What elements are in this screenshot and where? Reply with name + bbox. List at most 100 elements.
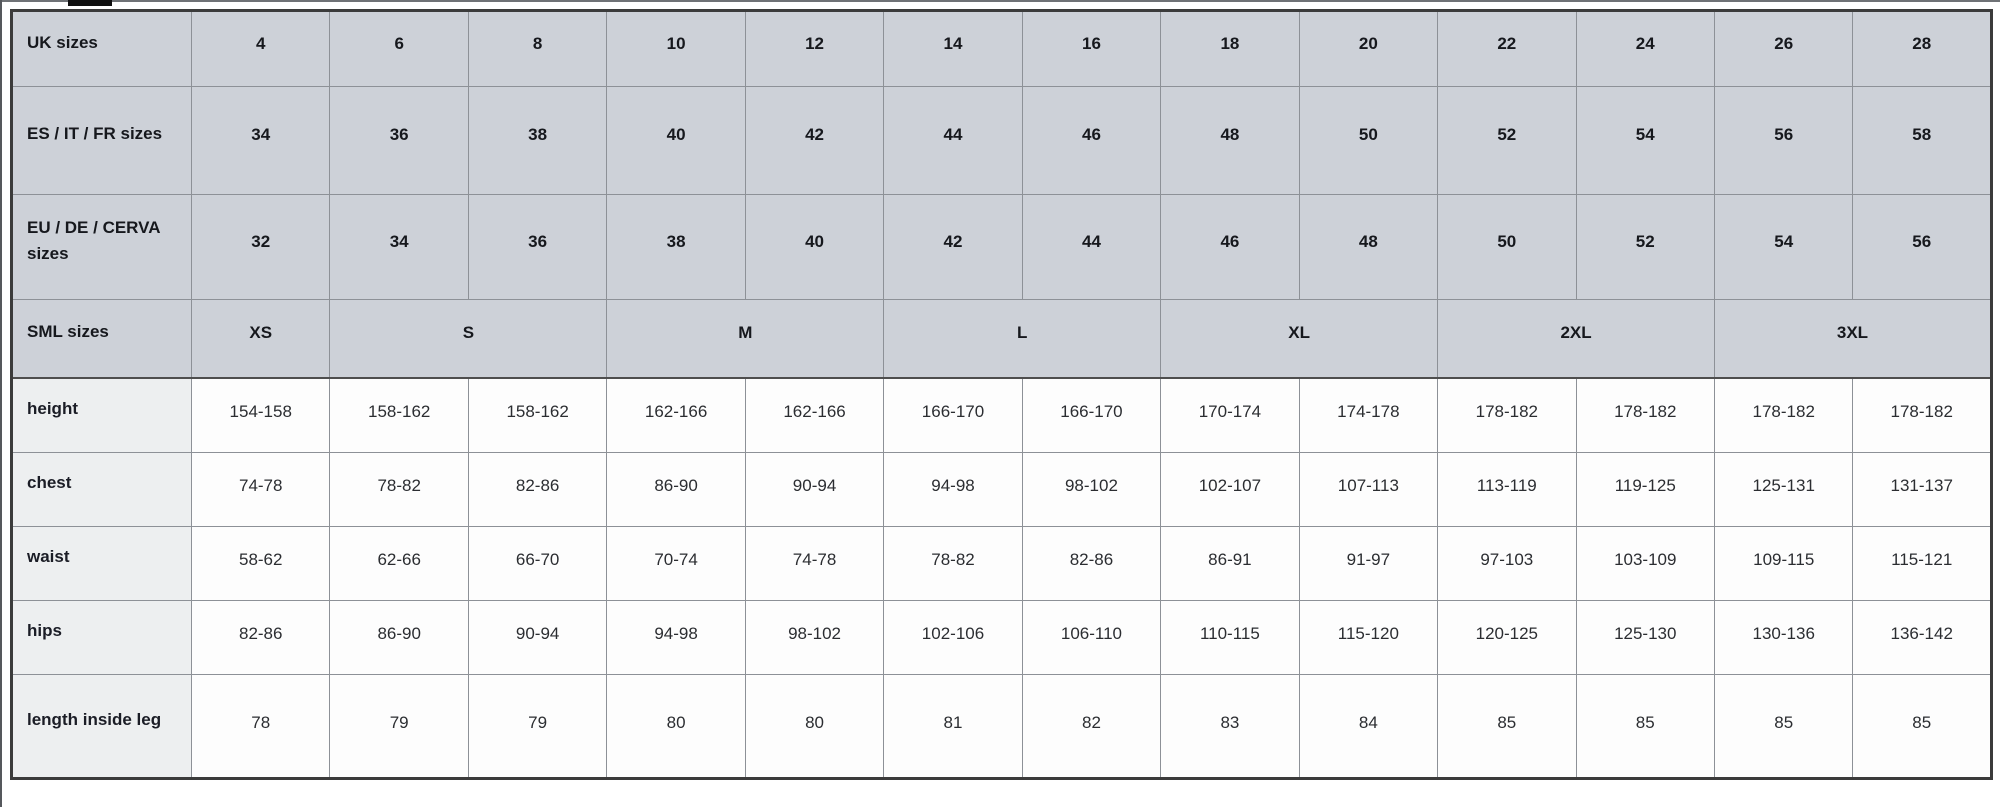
row-label-cell: hips (11, 600, 192, 675)
measurement-cell: 106-110 (1021, 600, 1162, 675)
size-header-cell: 50 (1298, 86, 1439, 195)
size-header-cell: 44 (883, 86, 1023, 195)
measurement-cell: 115-121 (1852, 526, 1992, 601)
measurement-cell: 78 (190, 674, 331, 779)
measurement-cell: 130-136 (1713, 600, 1854, 675)
measurement-cell: 82 (1021, 674, 1162, 779)
table-row: SML sizes XS S M L XL 2XL 3XL (11, 299, 1993, 379)
measurement-cell: 125-131 (1713, 452, 1854, 527)
size-header-cell: 58 (1852, 86, 1992, 195)
row-label-cell: SML sizes (11, 299, 192, 379)
measurement-cell: 178-182 (1713, 377, 1854, 453)
measurement-cell: 82-86 (1021, 526, 1162, 601)
measurement-cell: 154-158 (190, 377, 331, 453)
size-chart-rows: UK sizes 4 6 8 10 12 14 16 18 20 22 24 26 28 ES / IT /… (11, 10, 1993, 779)
size-header-cell: 22 (1437, 10, 1577, 87)
size-header-cell: 40 (744, 194, 885, 300)
size-header-cell: 10 (606, 10, 746, 87)
row-label-cell: chest (11, 452, 192, 527)
measurement-cell: 79 (329, 674, 469, 779)
table-row: EU / DE / CERVA sizes 32 34 36 38 40 42 44 46 48 5… (11, 194, 1992, 300)
measurement-cell: 82-86 (190, 600, 331, 675)
size-header-cell: 4 (190, 10, 331, 87)
measurement-cell: 110-115 (1160, 600, 1300, 675)
row-label-cell: EU / DE / CERVA sizes (11, 194, 192, 300)
size-header-cell: M (606, 299, 885, 379)
measurement-cell: 86-90 (329, 600, 469, 675)
size-header-cell: 40 (606, 86, 746, 195)
measurement-cell: 62-66 (329, 526, 469, 601)
measurement-cell: 120-125 (1437, 600, 1577, 675)
left-edge-line (0, 0, 2, 807)
measurement-cell: 103-109 (1575, 526, 1715, 601)
measurement-cell: 162-166 (606, 377, 746, 453)
measurement-cell: 94-98 (883, 452, 1023, 527)
size-header-cell: 8 (467, 10, 608, 87)
table-row: height 154-158 158-162 158-162 162-166 162-16… (11, 377, 1992, 453)
size-header-cell: 54 (1575, 86, 1715, 195)
size-header-cell: 42 (744, 86, 885, 195)
measurement-cell: 98-102 (1021, 452, 1162, 527)
measurement-cell: 113-119 (1437, 452, 1577, 527)
top-edge-hairline (0, 0, 2000, 2)
size-chart-container: UK sizes 4 6 8 10 12 14 16 18 20 22 24 26 28 ES / IT /… (10, 9, 1993, 780)
size-header-cell: 48 (1160, 86, 1300, 195)
measurement-cell: 166-170 (883, 377, 1023, 453)
measurement-cell: 74-78 (744, 526, 885, 601)
size-header-cell: 32 (190, 194, 331, 300)
measurement-cell: 90-94 (467, 600, 608, 675)
measurement-cell: 78-82 (329, 452, 469, 527)
measurement-cell: 83 (1160, 674, 1300, 779)
measurement-cell: 94-98 (606, 600, 746, 675)
measurement-cell: 102-107 (1160, 452, 1300, 527)
size-header-cell: XS (190, 299, 331, 379)
row-label-cell: waist (11, 526, 192, 601)
size-header-cell: 56 (1713, 86, 1854, 195)
size-header-cell: 52 (1575, 194, 1715, 300)
size-header-cell: 26 (1713, 10, 1854, 87)
size-header-cell: 6 (329, 10, 469, 87)
measurement-cell: 85 (1713, 674, 1854, 779)
size-header-cell: 36 (467, 194, 608, 300)
size-header-cell: 46 (1021, 86, 1162, 195)
row-label-cell: height (11, 377, 192, 453)
measurement-cell: 84 (1298, 674, 1439, 779)
size-header-cell: 24 (1575, 10, 1715, 87)
measurement-cell: 109-115 (1713, 526, 1854, 601)
size-header-cell: 16 (1021, 10, 1162, 87)
table-row: chest 74-78 78-82 82-86 86-90 90-94 94-98 98-10… (11, 452, 1992, 527)
measurement-cell: 162-166 (744, 377, 885, 453)
size-header-cell: 36 (329, 86, 469, 195)
measurement-cell: 85 (1852, 674, 1992, 779)
measurement-cell: 102-106 (883, 600, 1023, 675)
measurement-cell: 81 (883, 674, 1023, 779)
measurement-cell: 158-162 (329, 377, 469, 453)
measurement-cell: 119-125 (1575, 452, 1715, 527)
row-label-cell: length inside leg (11, 674, 192, 779)
measurement-cell: 174-178 (1298, 377, 1439, 453)
measurement-cell: 178-182 (1852, 377, 1992, 453)
measurement-cell: 74-78 (190, 452, 331, 527)
measurement-cell: 178-182 (1437, 377, 1577, 453)
measurement-cell: 115-120 (1298, 600, 1439, 675)
size-header-cell: 52 (1437, 86, 1577, 195)
size-header-cell: 28 (1852, 10, 1992, 87)
measurement-cell: 86-90 (606, 452, 746, 527)
measurement-cell: 82-86 (467, 452, 608, 527)
size-chart-table: UK sizes 4 6 8 10 12 14 16 18 20 22 24 26 28 ES / IT /… (10, 9, 1993, 780)
size-header-cell: 34 (190, 86, 331, 195)
measurement-cell: 85 (1437, 674, 1577, 779)
measurement-cell: 91-97 (1298, 526, 1439, 601)
size-header-cell: 38 (467, 86, 608, 195)
table-row: ES / IT / FR sizes 34 36 38 40 42 44 46 48 50 52 54… (11, 86, 1992, 195)
size-header-cell: 48 (1298, 194, 1439, 300)
measurement-cell: 80 (606, 674, 746, 779)
table-row: hips 82-86 86-90 90-94 94-98 98-102 102-106 106… (11, 600, 1992, 675)
measurement-cell: 70-74 (606, 526, 746, 601)
measurement-cell: 170-174 (1160, 377, 1300, 453)
measurement-cell: 78-82 (883, 526, 1023, 601)
measurement-cell: 90-94 (744, 452, 885, 527)
table-row: length inside leg 78 79 79 80 80 81 82 83 84 85 85 8… (11, 674, 1992, 779)
size-header-cell: 54 (1713, 194, 1854, 300)
measurement-cell: 85 (1575, 674, 1715, 779)
